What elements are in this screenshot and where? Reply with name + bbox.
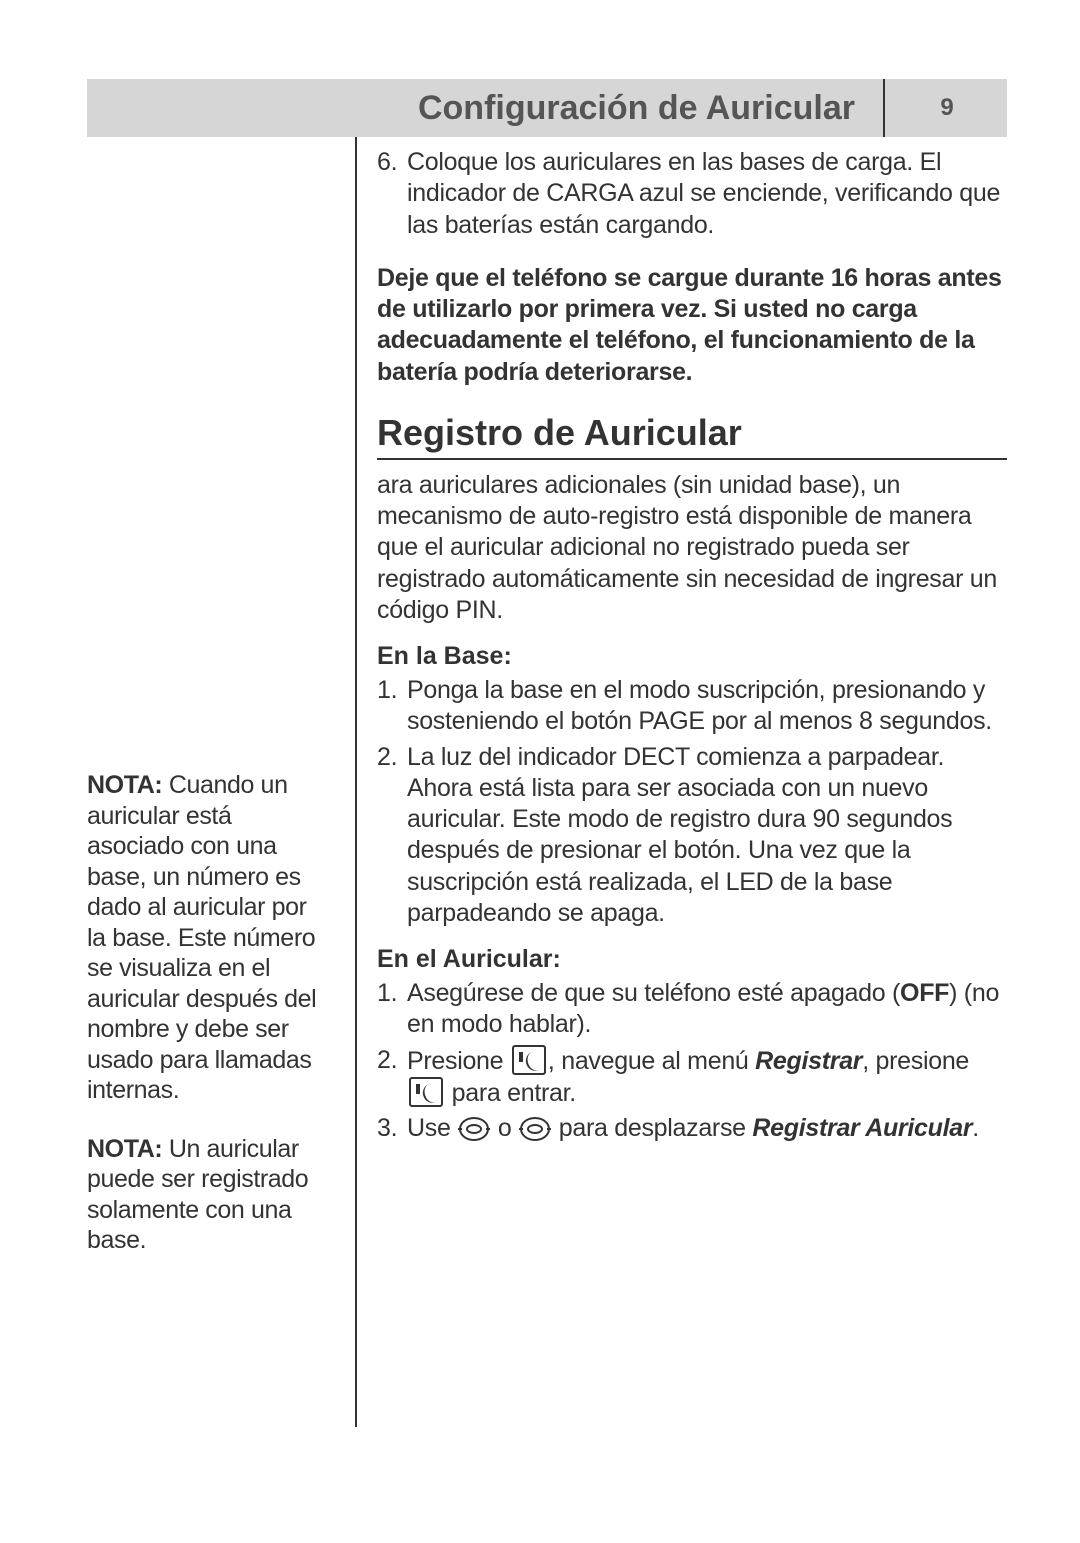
- handset-step-1: 1. Asegúrese de que su teléfono esté apa…: [377, 978, 1007, 1041]
- menu-key-icon: [512, 1045, 546, 1075]
- base-step-1: 1. Ponga la base en el modo suscripción,…: [377, 675, 1007, 738]
- handset-step-2-pre: Presione: [407, 1047, 510, 1075]
- handset-step-2-aft: , presione: [862, 1047, 969, 1075]
- list-number: 2.: [377, 1045, 397, 1076]
- handset-step-3-mid: para desplazarse: [552, 1114, 752, 1142]
- list-number: 2.: [377, 742, 397, 773]
- handset-steps: 1. Asegúrese de que su teléfono esté apa…: [377, 978, 1007, 1144]
- note-1-text: Cuando un auricular está asociado con un…: [87, 771, 316, 1104]
- nav-up-icon: [459, 1117, 489, 1141]
- base-steps: 1. Ponga la base en el modo suscripción,…: [377, 675, 1007, 929]
- section-heading: Registro de Auricular: [377, 412, 1007, 460]
- nav-down-icon: [520, 1117, 550, 1141]
- page-number: 9: [887, 79, 1007, 137]
- note-1: NOTA: Cuando un auricular está asociado …: [87, 770, 330, 1106]
- handset-step-2-mid: , navegue al menú: [548, 1047, 755, 1075]
- list-number: 1.: [377, 675, 397, 706]
- intro-paragraph: ara auriculares adicionales (sin unidad …: [377, 470, 1007, 626]
- manual-page: Configuración de Auricular 9 NOTA: Cuand…: [0, 0, 1080, 1543]
- step-6-text: Coloque los auriculares en las bases de …: [407, 148, 1000, 239]
- handset-heading: En el Auricular:: [377, 945, 1007, 974]
- step-6-number: 6.: [377, 147, 407, 178]
- charge-warning: Deje que el teléfono se cargue durante 1…: [377, 263, 1007, 388]
- main-column: 6.Coloque los auriculares en las bases d…: [355, 137, 1007, 1543]
- menu-key-icon: [409, 1077, 443, 1107]
- handset-step-3-o: o: [491, 1114, 518, 1142]
- handset-step-3-end: .: [972, 1114, 979, 1142]
- registrar-auricular-word: Registrar Auricular: [752, 1114, 972, 1142]
- base-heading: En la Base:: [377, 642, 1007, 671]
- list-number: 1.: [377, 978, 397, 1009]
- base-step-1-text: Ponga la base en el modo suscripción, pr…: [407, 676, 992, 735]
- note-1-label: NOTA:: [87, 771, 162, 799]
- handset-step-1-pre: Asegúrese de que su teléfono esté apagad…: [407, 979, 900, 1007]
- off-word: OFF: [900, 979, 949, 1007]
- handset-step-2-end: para entrar.: [445, 1079, 576, 1107]
- base-step-2-text: La luz del indicador DECT comienza a par…: [407, 743, 952, 927]
- handset-step-2: 2. Presione , navegue al menú Registrar,…: [377, 1045, 1007, 1110]
- page-header-title: Configuración de Auricular: [87, 79, 885, 137]
- page-header-bar: Configuración de Auricular 9: [87, 79, 1007, 137]
- handset-step-3-pre: Use: [407, 1114, 457, 1142]
- note-2-label: NOTA:: [87, 1135, 162, 1163]
- step-6: 6.Coloque los auriculares en las bases d…: [377, 147, 1007, 241]
- handset-step-3: 3. Use o para desplazarse Registrar Auri…: [377, 1113, 1007, 1144]
- base-step-2: 2. La luz del indicador DECT comienza a …: [377, 742, 1007, 930]
- note-2: NOTA: Un auricular puede ser registrado …: [87, 1134, 330, 1256]
- sidebar-notes: NOTA: Cuando un auricular está asociado …: [87, 770, 330, 1256]
- list-number: 3.: [377, 1113, 397, 1144]
- registrar-word: Registrar: [755, 1047, 862, 1075]
